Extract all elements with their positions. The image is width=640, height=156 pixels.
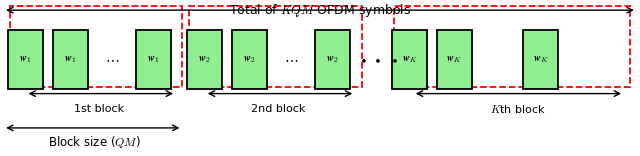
Text: $\boldsymbol{w}_1$: $\boldsymbol{w}_1$	[147, 54, 160, 65]
Text: $\boldsymbol{w}_K$: $\boldsymbol{w}_K$	[402, 54, 417, 65]
Bar	[394, 6, 630, 87]
Bar	[189, 6, 362, 87]
Bar	[315, 30, 351, 89]
Text: $\boldsymbol{w}_K$: $\boldsymbol{w}_K$	[533, 54, 548, 65]
Text: $\bullet\ \bullet\ \bullet$: $\bullet\ \bullet\ \bullet$	[360, 53, 398, 66]
Text: $\boldsymbol{w}_2$: $\boldsymbol{w}_2$	[326, 54, 339, 65]
Text: $\boldsymbol{w}_2$: $\boldsymbol{w}_2$	[198, 54, 211, 65]
Bar	[232, 30, 268, 89]
Bar	[392, 30, 428, 89]
Text: 2nd block: 2nd block	[252, 104, 305, 114]
Text: $K$th block: $K$th block	[490, 103, 547, 115]
Text: $\boldsymbol{w}_1$: $\boldsymbol{w}_1$	[64, 54, 77, 65]
Bar	[53, 30, 88, 89]
Bar	[10, 6, 182, 87]
Bar	[187, 30, 223, 89]
Text: $\boldsymbol{w}_1$: $\boldsymbol{w}_1$	[19, 54, 32, 65]
Text: $\boldsymbol{w}_2$: $\boldsymbol{w}_2$	[243, 54, 256, 65]
Text: 1st block: 1st block	[74, 104, 124, 114]
Text: Total of $KQM$ OFDM symbols: Total of $KQM$ OFDM symbols	[229, 2, 411, 19]
Bar	[136, 30, 172, 89]
Bar	[524, 30, 559, 89]
Text: $\boldsymbol{w}_K$: $\boldsymbol{w}_K$	[447, 54, 462, 65]
Text: $\cdots$: $\cdots$	[284, 52, 298, 66]
Text: $\cdots$: $\cdots$	[105, 52, 119, 66]
Bar	[437, 30, 472, 89]
Bar	[8, 30, 44, 89]
Text: Block size ($QM$): Block size ($QM$)	[48, 134, 141, 150]
